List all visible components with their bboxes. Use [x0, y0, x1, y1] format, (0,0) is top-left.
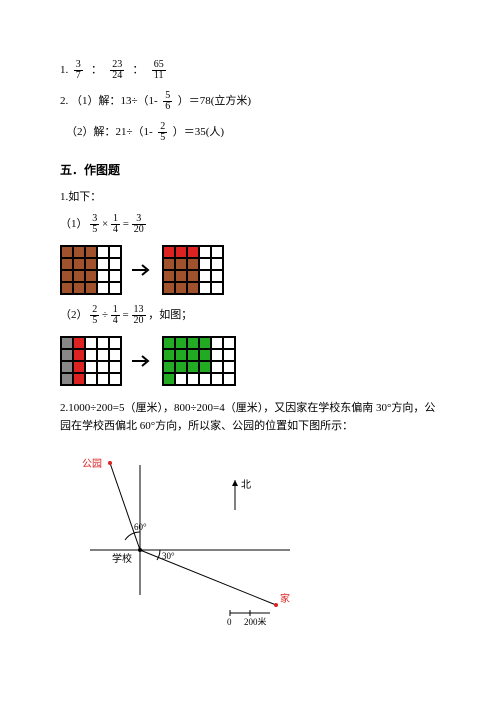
q2-part2: （2）解：21÷（1- 25 ）＝35(人) [66, 122, 440, 143]
grid-2b [162, 336, 236, 386]
frac: 37 [74, 60, 83, 81]
svg-text:60°: 60° [134, 522, 147, 532]
arrow-icon [130, 352, 154, 370]
diagram-svg: 60° 30° 学校家 公园北 0 200米 [60, 445, 320, 625]
item2-expr: （2） 25 ÷ 14 = 1320 ，如图； [60, 305, 440, 326]
svg-text:公园: 公园 [82, 458, 102, 470]
q1-label: 1. [60, 64, 68, 76]
section5-title: 五．作图题 [60, 161, 440, 178]
frac: 6511 [152, 60, 166, 81]
grid-2a [60, 336, 122, 386]
grid-1a [60, 245, 122, 295]
q2-2-text: 2.1000÷200=5（厘米），800÷200=4（厘米），又因家在学校东偏南… [60, 400, 440, 435]
svg-text:家: 家 [280, 592, 290, 605]
svg-text:北: 北 [241, 479, 251, 491]
q1-ratios: 1. 37 ： 2324 ： 6511 [60, 60, 440, 81]
grid-1b [162, 245, 224, 295]
svg-text:30°: 30° [162, 551, 175, 561]
svg-text:200米: 200米 [244, 616, 267, 625]
frac: 25 [158, 122, 167, 143]
svg-text:学校: 学校 [112, 552, 132, 565]
item2-grids [60, 336, 440, 386]
item1-expr: （1） 35 × 14 = 320 [60, 214, 440, 235]
frac: 2324 [110, 60, 124, 81]
arrow-icon [130, 261, 154, 279]
svg-text:0: 0 [227, 617, 232, 625]
frac: 56 [163, 91, 172, 112]
position-diagram: 60° 30° 学校家 公园北 0 200米 [60, 445, 440, 628]
section5-sub1: 1.如下： [60, 188, 440, 204]
q2-part1: 2. （1）解：13÷（1- 56 ）＝78(立方米) [60, 91, 440, 112]
item1-grids [60, 245, 440, 295]
